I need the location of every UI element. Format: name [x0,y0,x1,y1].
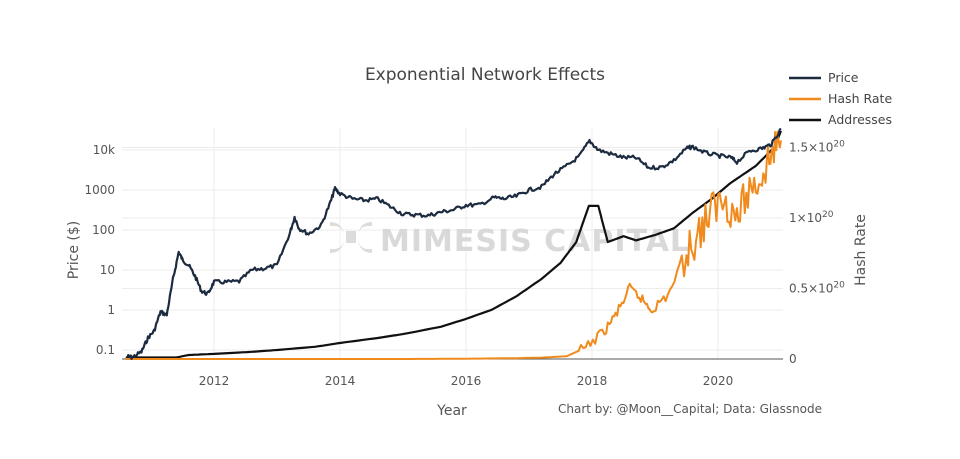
y-right-tick-mantissa: 0.5×10 [789,282,833,296]
legend-label: Hash Rate [828,91,892,106]
x-tick-label: 2014 [325,374,356,388]
chart-title: Exponential Network Effects [365,65,605,85]
legend: Price Hash Rate Addresses [789,70,892,127]
y-right-tick-mantissa: 0 [789,352,797,366]
y-left-tick-label: 1000 [84,183,115,197]
y-right-tick-label: 0 [789,352,797,366]
watermark-logo-icon [330,222,372,253]
y-left-tick-label: 100 [92,223,115,237]
x-tick-label: 2020 [703,374,734,388]
x-axis-title: Year [436,403,467,419]
series-line-addresses [125,130,783,359]
y-right-axis-title: Hash Rate [853,214,869,286]
y-left-tick-labels: 0.1 1 10 100 1000 10k [84,143,115,357]
legend-label: Price [828,70,859,85]
y-right-tick-label: 1×1020 [789,210,834,225]
x-tick-label: 2018 [577,374,608,388]
watermark: MIMESIS CAPITAL [330,222,690,259]
y-right-tick-exponent: 20 [833,281,845,291]
y-right-tick-exponent: 20 [833,140,845,150]
y-left-tick-label: 0.1 [96,343,115,357]
series-lines [125,127,783,360]
chart-credit: Chart by: @Moon__Capital; Data: Glassnod… [558,402,822,416]
y-right-tick-exponent: 20 [822,210,834,220]
watermark-text: MIMESIS CAPITAL [380,224,690,259]
y-right-tick-label: 0.5×1020 [789,281,845,296]
x-tick-label: 2012 [199,374,230,388]
x-tick-labels: 2012 2014 2016 2018 2020 [199,374,734,388]
series-line-hash-rate [125,130,782,360]
x-tick-label: 2016 [451,374,482,388]
y-left-tick-label: 10k [93,143,115,157]
y-right-tick-mantissa: 1×10 [789,211,822,225]
y-left-tick-label: 10 [100,263,115,277]
series-line-price [126,127,782,360]
y-right-tick-mantissa: 1.5×10 [789,141,833,155]
y-right-tick-label: 1.5×1020 [789,140,845,155]
y-left-axis-title: Price ($) [66,221,82,279]
legend-label: Addresses [828,112,892,127]
y-left-tick-label: 1 [107,303,115,317]
